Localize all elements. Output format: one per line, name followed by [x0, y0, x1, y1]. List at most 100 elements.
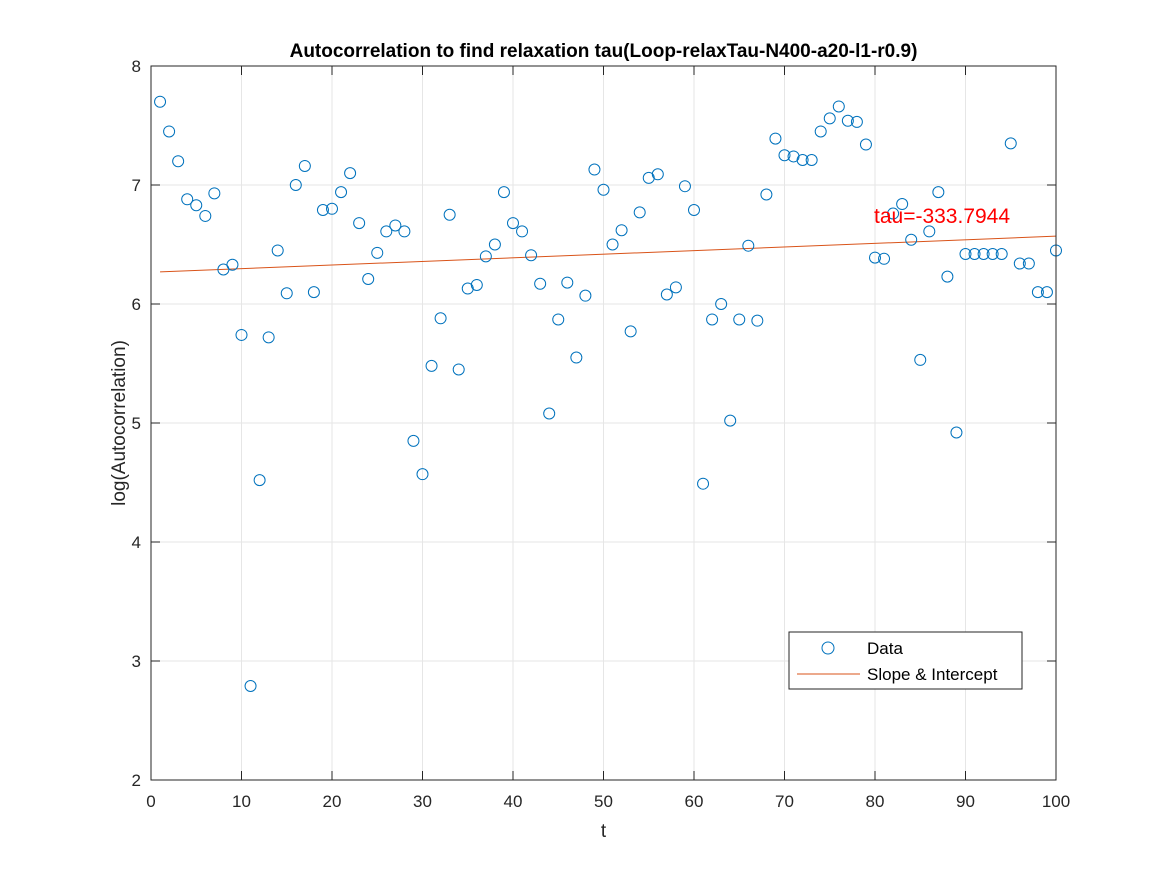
- data-point: [678, 180, 691, 193]
- x-tick-label: 80: [866, 792, 885, 811]
- data-point: [923, 225, 936, 238]
- data-point: [452, 363, 465, 376]
- data-point: [507, 217, 519, 230]
- data-point: [199, 209, 212, 222]
- data-point: [407, 434, 420, 447]
- tick-labels: 0 10 20 30 40 50 60 70 80 90 100 2 3 4 5 6 7 8: [132, 57, 1071, 811]
- legend-marker-icon: [821, 641, 835, 655]
- data-point: [172, 155, 185, 168]
- data-point: [796, 154, 809, 167]
- data-point: [697, 477, 710, 490]
- data-point: [832, 100, 845, 113]
- x-tick-label: 30: [413, 792, 432, 811]
- data-point: [841, 114, 854, 127]
- data-point: [859, 138, 872, 151]
- data-point: [470, 278, 483, 291]
- data-point: [769, 132, 782, 145]
- data-point: [986, 248, 999, 261]
- data-point: [316, 203, 329, 216]
- data-point: [298, 159, 311, 172]
- data-point: [742, 239, 755, 252]
- data-point: [253, 474, 266, 487]
- data-point: [208, 187, 221, 200]
- data-point: [525, 249, 538, 262]
- data-point: [977, 248, 990, 261]
- data-point: [660, 288, 673, 301]
- data-point: [959, 248, 972, 261]
- data-point: [1031, 286, 1044, 299]
- data-point: [724, 414, 737, 427]
- data-point: [669, 281, 682, 294]
- data-point: [326, 202, 338, 215]
- data-point: [335, 186, 348, 199]
- x-tick-label: 100: [1042, 792, 1070, 811]
- axes: [150, 65, 1057, 781]
- data-point: [950, 426, 963, 439]
- data-point: [289, 179, 302, 191]
- data-point: [561, 276, 574, 289]
- data-point: [362, 273, 375, 286]
- y-tick-label: 7: [132, 176, 141, 195]
- data-markers: [154, 95, 1062, 692]
- data-point: [1013, 257, 1026, 270]
- data-point: [488, 238, 501, 251]
- data-point: [941, 270, 954, 283]
- data-point: [398, 225, 411, 238]
- data-point: [235, 328, 248, 341]
- data-point: [534, 277, 547, 290]
- data-point: [968, 248, 981, 261]
- x-tick-label: 40: [504, 792, 523, 811]
- data-point: [262, 331, 275, 344]
- data-point: [416, 468, 429, 481]
- x-tick-label: 10: [232, 792, 251, 811]
- data-point: [543, 407, 556, 420]
- data-point: [651, 168, 664, 181]
- data-point: [280, 287, 293, 300]
- data-point: [615, 224, 628, 237]
- data-point: [552, 313, 565, 326]
- x-tick-label: 60: [685, 792, 704, 811]
- y-tick-label: 3: [132, 652, 141, 671]
- data-point: [606, 238, 619, 251]
- data-point: [597, 183, 610, 196]
- chart-title: Autocorrelation to find relaxation tau(L…: [290, 41, 918, 62]
- data-point: [905, 233, 918, 246]
- data-point: [805, 154, 818, 167]
- data-point: [579, 289, 592, 302]
- data-point: [344, 167, 357, 180]
- data-point: [850, 115, 863, 128]
- data-point: [588, 163, 601, 176]
- data-point: [353, 217, 366, 230]
- tau-annotation: tau=-333.7944: [874, 205, 1010, 228]
- x-tick-label: 50: [594, 792, 613, 811]
- data-point: [479, 250, 492, 263]
- data-point: [190, 199, 203, 212]
- data-point: [624, 325, 637, 338]
- data-point: [425, 359, 438, 372]
- data-point: [706, 313, 719, 326]
- y-tick-label: 5: [132, 414, 141, 433]
- data-point: [226, 258, 239, 271]
- data-point: [570, 351, 583, 364]
- data-point: [307, 286, 320, 299]
- data-point: [434, 312, 447, 325]
- data-point: [778, 149, 791, 162]
- data-point: [814, 125, 827, 138]
- data-point: [914, 353, 927, 366]
- data-point: [271, 244, 284, 257]
- legend-entry-data: Data: [867, 639, 903, 658]
- data-point: [896, 198, 909, 211]
- data-point: [869, 251, 881, 264]
- x-tick-label: 20: [323, 792, 342, 811]
- legend: Data Slope & Intercept: [788, 631, 1023, 690]
- data-point: [715, 298, 728, 310]
- legend-entry-fit: Slope & Intercept: [867, 665, 998, 684]
- data-point: [497, 186, 510, 199]
- y-tick-label: 2: [132, 771, 141, 790]
- data-point: [1004, 137, 1017, 150]
- data-point: [751, 314, 764, 327]
- data-point: [932, 186, 945, 199]
- data-point: [181, 193, 194, 206]
- data-point: [389, 219, 402, 232]
